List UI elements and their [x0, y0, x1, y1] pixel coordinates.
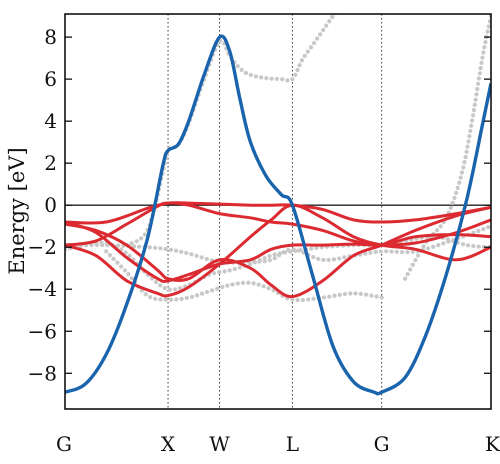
blue-band — [65, 34, 491, 396]
high-symmetry-lines — [167, 14, 383, 409]
y-tick-label: 6 — [44, 67, 57, 91]
red-band-line — [65, 203, 491, 298]
red-band-line — [65, 218, 491, 283]
x-tick-label: G — [56, 432, 72, 456]
y-tick-label: −8 — [28, 361, 57, 385]
plot-frame — [64, 13, 492, 410]
y-tick-label: −6 — [28, 319, 57, 343]
x-tick-label: X — [161, 432, 176, 456]
reference-band-dotted — [104, 249, 384, 303]
x-tick-label: L — [286, 432, 299, 456]
x-tick-label: K — [485, 432, 500, 456]
reference-dotted-bands — [65, 6, 491, 303]
y-tick-label: 2 — [44, 151, 57, 175]
y-tick-label: 0 — [44, 193, 57, 217]
blue-band-line — [65, 34, 491, 396]
y-tick-label: 8 — [44, 25, 57, 49]
x-tick-label: G — [374, 432, 390, 456]
x-tick-label: W — [209, 432, 230, 456]
plot-background — [65, 14, 491, 409]
y-tick-label: −2 — [28, 235, 57, 259]
reference-band-dotted — [65, 224, 491, 265]
reference-band-dotted — [65, 234, 491, 292]
reference-band-dotted — [403, 14, 491, 281]
y-tick-label: −4 — [28, 277, 57, 301]
y-tick-label: 4 — [44, 109, 57, 133]
y-axis-title: Energy [eV] — [5, 147, 29, 274]
reference-band-dotted — [207, 6, 219, 12]
reference-band-dotted — [124, 14, 338, 248]
y-ticks: 8 6 4 2 0 −2 −4 −6 −8 — [28, 25, 491, 385]
red-band-line — [65, 201, 491, 247]
